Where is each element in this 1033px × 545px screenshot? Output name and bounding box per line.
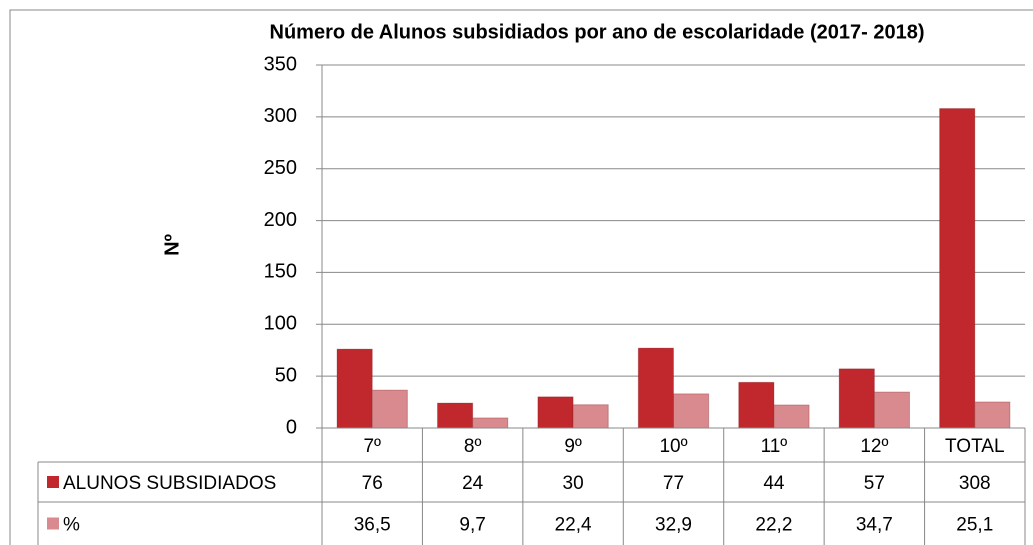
data-table-cell: 76	[362, 473, 383, 494]
data-table-cell: 24	[462, 473, 484, 494]
x-tick-label: 7º	[363, 436, 381, 457]
legend-key-shade	[47, 517, 59, 530]
bar-shade	[939, 108, 976, 429]
y-tick-label: 350	[264, 53, 297, 75]
y-tick-label: 0	[286, 416, 297, 438]
bar-shade	[472, 417, 509, 429]
x-tick-label: 8º	[464, 436, 482, 457]
y-tick-label: 250	[264, 157, 297, 179]
data-table-cell: 22,4	[555, 515, 592, 536]
data-table-cell: 30	[563, 473, 584, 494]
bar-shade	[336, 348, 373, 429]
data-table-cell: 34,7	[856, 515, 893, 536]
bar-shade	[873, 391, 911, 429]
chart-border	[9, 9, 1033, 545]
y-tick-label: 300	[264, 105, 297, 127]
bar-shade	[673, 393, 710, 429]
legend-label: ALUNOS SUBSIDIADOS	[63, 473, 276, 494]
data-table-cell: 57	[864, 473, 885, 494]
data-table-cell: 36,5	[354, 515, 391, 536]
bar-shade	[436, 402, 474, 429]
legend-label: %	[63, 515, 80, 536]
y-tick-label: 150	[264, 261, 297, 283]
bar-shade	[738, 381, 775, 429]
bar-shade	[537, 396, 574, 429]
bar-shade	[974, 401, 1011, 429]
x-tick-label: TOTAL	[945, 436, 1004, 457]
bar-shade	[572, 404, 609, 429]
y-tick-label: 200	[264, 209, 297, 231]
bar-shade	[637, 347, 674, 429]
data-table-cell: 32,9	[655, 515, 692, 536]
data-table-cell: 308	[959, 473, 991, 494]
bar-shade	[838, 368, 875, 429]
x-tick-label: 12º	[860, 436, 888, 457]
x-tick-label: 9º	[564, 436, 582, 457]
y-tick-label: 100	[264, 313, 297, 335]
data-table-cell: 9,7	[459, 515, 485, 536]
x-tick-label: 10º	[659, 436, 687, 457]
y-axis-label: Nº	[161, 234, 183, 256]
data-table-cell: 22,2	[755, 515, 792, 536]
chart-title: Número de Alunos subsidiados por ano de …	[270, 21, 925, 43]
bar-shade	[371, 389, 408, 429]
data-table-cell: 25,1	[956, 515, 993, 536]
bar-shade	[773, 404, 810, 429]
legend-key-shade	[47, 476, 59, 488]
data-table-cell: 77	[663, 473, 684, 494]
x-tick-label: 11º	[761, 436, 788, 457]
data-table-cell: 44	[763, 473, 785, 494]
y-tick-label: 50	[275, 364, 297, 386]
